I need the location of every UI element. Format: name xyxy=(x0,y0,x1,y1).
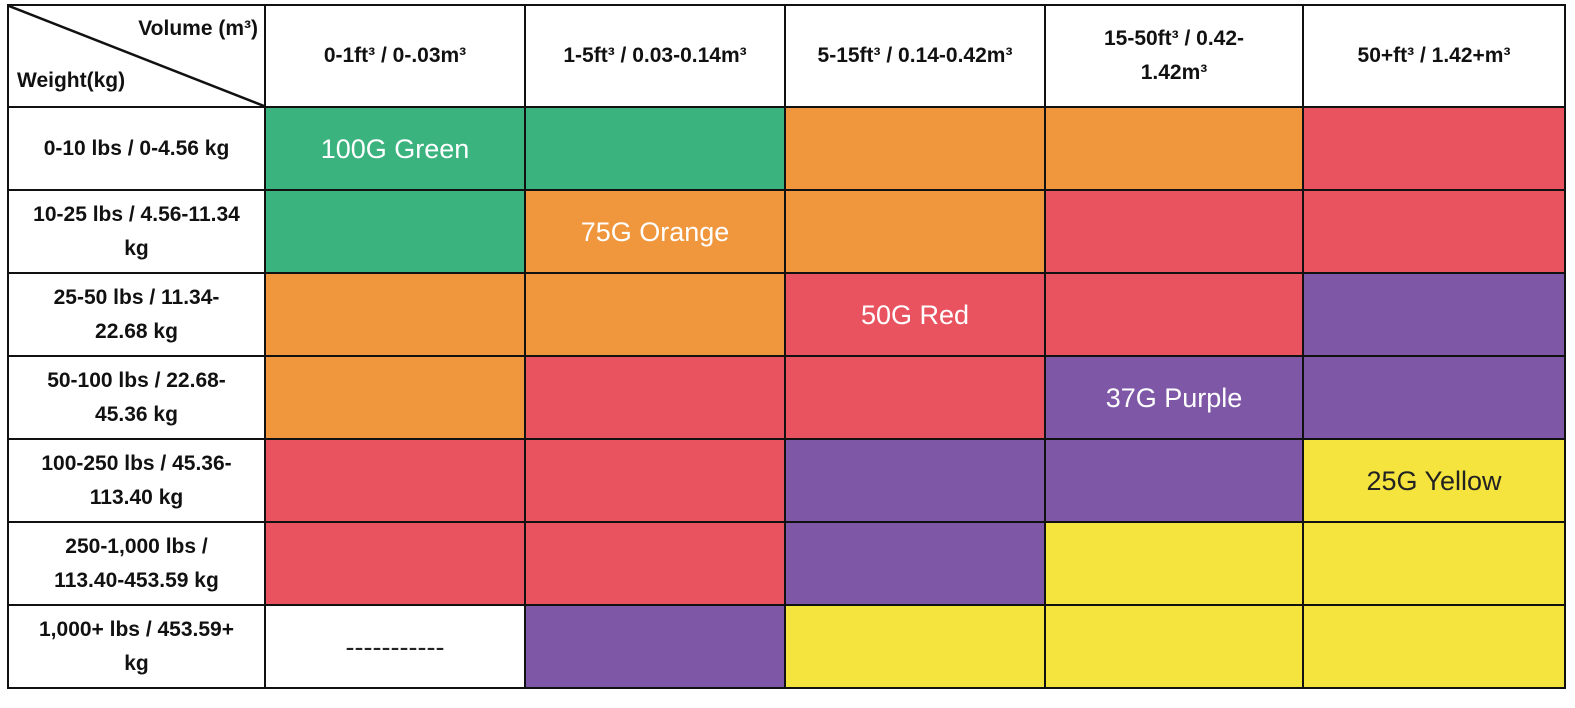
row-header: 10-25 lbs / 4.56-11.34 kg xyxy=(7,189,266,274)
grade-cell-blank: ----------- xyxy=(264,604,526,689)
grade-cell-yellow xyxy=(1302,604,1566,689)
table-row: 250-1,000 lbs / 113.40-453.59 kg xyxy=(7,521,1566,606)
grade-cell-yellow xyxy=(784,604,1046,689)
table-row: 0-10 lbs / 0-4.56 kg 100G Green xyxy=(7,106,1566,191)
grade-cell-red xyxy=(524,355,786,440)
grade-cell-red xyxy=(524,521,786,606)
grade-cell-green: 100G Green xyxy=(264,106,526,191)
grade-cell-red xyxy=(1302,106,1566,191)
grade-cell-orange xyxy=(264,355,526,440)
grade-cell-orange: 75G Orange xyxy=(524,189,786,274)
grade-cell-green xyxy=(264,189,526,274)
row-header: 100-250 lbs / 45.36-113.40 kg xyxy=(7,438,266,523)
row-header: 25-50 lbs / 11.34-22.68 kg xyxy=(7,272,266,357)
weight-axis-label: Weight(kg) xyxy=(17,69,126,92)
grade-cell-purple xyxy=(524,604,786,689)
table-row: 1,000+ lbs / 453.59+ kg ----------- xyxy=(7,604,1566,689)
grade-cell-purple xyxy=(1302,272,1566,357)
grade-cell-yellow xyxy=(1302,521,1566,606)
row-header: 250-1,000 lbs / 113.40-453.59 kg xyxy=(7,521,266,606)
grade-cell-red xyxy=(784,355,1046,440)
grade-cell-purple xyxy=(784,438,1046,523)
column-header: 15-50ft³ / 0.42-1.42m³ xyxy=(1044,4,1304,108)
header-row: Volume (m³) Weight(kg) 0-1ft³ / 0-.03m³ … xyxy=(7,4,1566,108)
row-header: 1,000+ lbs / 453.59+ kg xyxy=(7,604,266,689)
grade-cell-red xyxy=(1302,189,1566,274)
table-row: 100-250 lbs / 45.36-113.40 kg 25G Yellow xyxy=(7,438,1566,523)
table-row: 50-100 lbs / 22.68-45.36 kg 37G Purple xyxy=(7,355,1566,440)
corner-cell: Volume (m³) Weight(kg) xyxy=(7,4,266,108)
column-header: 50+ft³ / 1.42+m³ xyxy=(1302,4,1566,108)
column-header: 5-15ft³ / 0.14-0.42m³ xyxy=(784,4,1046,108)
grade-cell-orange xyxy=(1044,106,1304,191)
row-header: 0-10 lbs / 0-4.56 kg xyxy=(7,106,266,191)
grade-cell-orange xyxy=(784,189,1046,274)
grade-cell-purple xyxy=(784,521,1046,606)
column-header: 1-5ft³ / 0.03-0.14m³ xyxy=(524,4,786,108)
grade-cell-purple xyxy=(1302,355,1566,440)
table-row: 10-25 lbs / 4.56-11.34 kg 75G Orange xyxy=(7,189,1566,274)
column-header: 0-1ft³ / 0-.03m³ xyxy=(264,4,526,108)
grade-cell-yellow xyxy=(1044,604,1304,689)
grade-cell-purple: 37G Purple xyxy=(1044,355,1304,440)
grade-cell-orange xyxy=(784,106,1046,191)
grade-cell-red xyxy=(264,521,526,606)
grade-cell-purple xyxy=(1044,438,1304,523)
grade-cell-red xyxy=(1044,189,1304,274)
grade-cell-yellow: 25G Yellow xyxy=(1302,438,1566,523)
grade-cell-red xyxy=(524,438,786,523)
grade-cell-red: 50G Red xyxy=(784,272,1046,357)
grade-cell-orange xyxy=(264,272,526,357)
grade-cell-green xyxy=(524,106,786,191)
volume-axis-label: Volume (m³) xyxy=(138,17,258,40)
row-header: 50-100 lbs / 22.68-45.36 kg xyxy=(7,355,266,440)
table-row: 25-50 lbs / 11.34-22.68 kg 50G Red xyxy=(7,272,1566,357)
grade-cell-yellow xyxy=(1044,521,1304,606)
grade-cell-orange xyxy=(524,272,786,357)
grade-cell-red xyxy=(264,438,526,523)
classification-table: Volume (m³) Weight(kg) 0-1ft³ / 0-.03m³ … xyxy=(7,4,1566,689)
grade-cell-red xyxy=(1044,272,1304,357)
